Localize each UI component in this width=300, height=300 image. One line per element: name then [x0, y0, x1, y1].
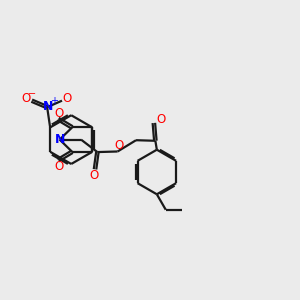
Text: N: N: [43, 100, 53, 113]
Text: O: O: [115, 139, 124, 152]
Text: O: O: [89, 169, 99, 182]
Text: O: O: [54, 160, 63, 173]
Text: O: O: [22, 92, 31, 105]
Text: O: O: [156, 113, 166, 127]
Text: N: N: [55, 133, 65, 146]
Text: O: O: [63, 92, 72, 105]
Text: O: O: [54, 107, 63, 120]
Text: +: +: [50, 96, 58, 106]
Text: −: −: [28, 89, 36, 99]
